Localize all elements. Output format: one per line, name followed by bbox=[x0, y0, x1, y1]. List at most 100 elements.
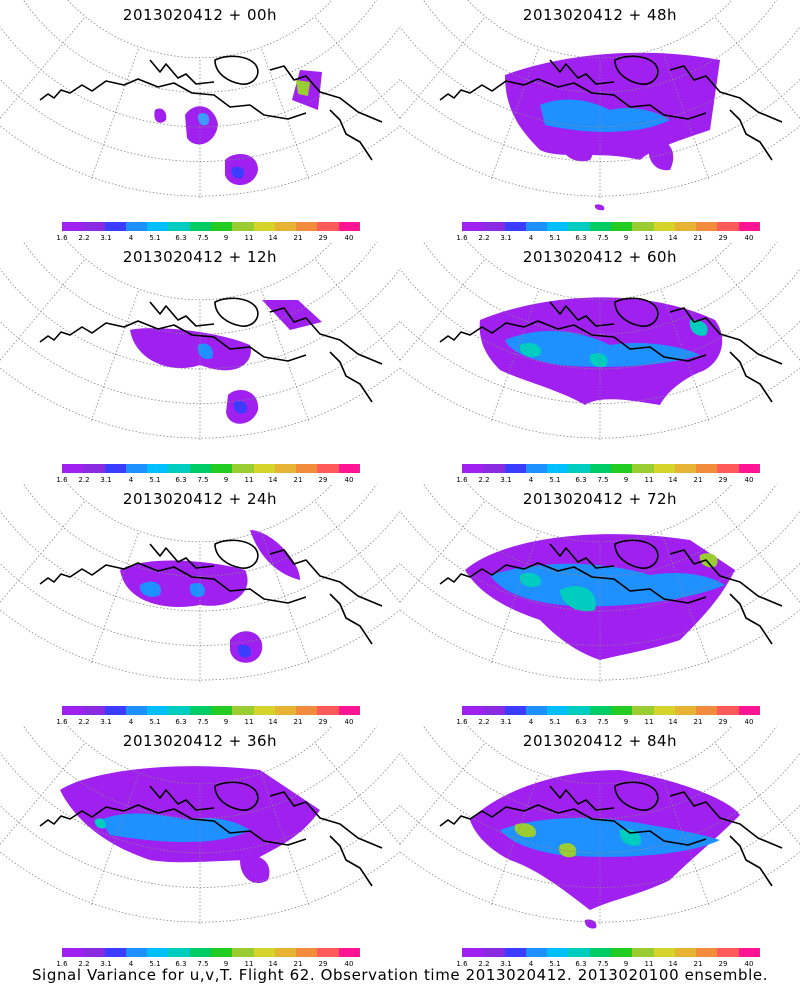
colorbar-tick-label: 9 bbox=[223, 960, 229, 968]
map-panel: 2013020412 + 60h 1.6 2.2 3.1 4 5.1 6.3 7.5 9 11 14… bbox=[400, 242, 800, 484]
meridian-line bbox=[756, 0, 800, 40]
colorbar-tick-label: 14 bbox=[668, 718, 678, 726]
coastline bbox=[614, 539, 659, 569]
coastline bbox=[329, 351, 373, 403]
map-panel: 2013020412 + 72h 1.6 2.2 3.1 4 5.1 6.3 7.5 9 11 14… bbox=[400, 484, 800, 726]
meridian-line bbox=[400, 726, 444, 766]
colorbar-swatch bbox=[296, 948, 318, 957]
colorbar-tick-label: 7.5 bbox=[197, 476, 209, 484]
coastline bbox=[269, 791, 383, 849]
colorbar-tick-label: 1.6 bbox=[56, 476, 68, 484]
colorbar-swatch bbox=[504, 464, 526, 473]
colorbar-swatch bbox=[189, 464, 211, 473]
latitude-circle bbox=[400, 26, 800, 128]
colorbar-tick-label: 5.1 bbox=[549, 960, 561, 968]
colorbar-tick-label: 40 bbox=[344, 476, 354, 484]
coastline bbox=[439, 320, 707, 362]
colorbar-tick-label: 40 bbox=[744, 960, 754, 968]
coastline bbox=[439, 78, 707, 120]
colorbar-tick-label: 6.3 bbox=[175, 476, 187, 484]
latitude-circle bbox=[422, 726, 778, 819]
colorbar-swatch bbox=[147, 464, 169, 473]
colorbar-swatch bbox=[462, 464, 484, 473]
colorbar-tick-label: 21 bbox=[293, 476, 303, 484]
meridian-line bbox=[400, 259, 485, 361]
colorbar-tick-label: 14 bbox=[268, 476, 278, 484]
colorbar-tick-label: 3.1 bbox=[500, 718, 512, 726]
colorbar-tick-label: 7.5 bbox=[197, 960, 209, 968]
colorbar-tick-label: 2.2 bbox=[78, 476, 90, 484]
colorbar-swatch bbox=[738, 464, 760, 473]
colorbar-tick-label: 11 bbox=[644, 476, 654, 484]
colorbar-swatch bbox=[296, 464, 318, 473]
meridian-line bbox=[315, 17, 400, 119]
meridian-line bbox=[756, 484, 800, 524]
colorbar-swatch bbox=[717, 464, 739, 473]
colorbar-swatch bbox=[232, 222, 254, 231]
figure-caption: Signal Variance for u,v,T. Flight 62. Ob… bbox=[31, 966, 769, 984]
colorbar-swatch bbox=[717, 222, 739, 231]
variance-field bbox=[60, 766, 320, 863]
coastline bbox=[614, 297, 659, 327]
colorbar-swatch bbox=[462, 706, 484, 715]
map-panel: 2013020412 + 00h 1.6 2.2 3.1 4 5.1 6.3 7.5 9 11 14… bbox=[0, 0, 400, 242]
variance-field bbox=[699, 553, 718, 568]
colorbar-tick-label: 40 bbox=[344, 234, 354, 242]
colorbar-tick-label: 3.1 bbox=[500, 234, 512, 242]
colorbar-labels: 1.6 2.2 3.1 4 5.1 6.3 7.5 9 11 14 21 29 40 bbox=[440, 476, 780, 486]
meridian-line bbox=[661, 291, 710, 423]
colorbar-swatch bbox=[62, 464, 84, 473]
colorbar-labels: 1.6 2.2 3.1 4 5.1 6.3 7.5 9 11 14 21 29 40 bbox=[40, 234, 380, 244]
latitude-circle bbox=[22, 484, 378, 577]
colorbar-swatch bbox=[104, 948, 126, 957]
colorbar-swatch bbox=[83, 464, 105, 473]
variance-field bbox=[296, 80, 310, 96]
coastline bbox=[39, 78, 307, 120]
latitude-circle bbox=[400, 804, 800, 888]
coastline bbox=[149, 59, 215, 85]
colorbar-tick-label: 40 bbox=[744, 476, 754, 484]
colorbar-swatch bbox=[674, 464, 697, 473]
coastline bbox=[669, 65, 783, 123]
coastline bbox=[669, 307, 783, 365]
meridian-line bbox=[661, 49, 710, 181]
latitude-circle bbox=[467, 726, 733, 785]
colorbar-tick-label: 2.2 bbox=[478, 234, 490, 242]
colorbar-swatch bbox=[253, 948, 275, 957]
colorbar-swatch bbox=[717, 948, 739, 957]
colorbar-swatch bbox=[168, 706, 190, 715]
colorbar-swatch bbox=[696, 706, 718, 715]
colorbar-tick-label: 7.5 bbox=[597, 718, 609, 726]
coastline bbox=[549, 543, 615, 569]
colorbar-swatch bbox=[525, 222, 548, 231]
colorbar-swatch bbox=[483, 222, 505, 231]
meridian-line bbox=[756, 242, 800, 282]
polar-map bbox=[0, 484, 400, 684]
coastline bbox=[329, 593, 373, 645]
coastline bbox=[329, 109, 373, 161]
colorbar-tick-label: 6.3 bbox=[575, 718, 587, 726]
colorbar-swatch bbox=[338, 948, 360, 957]
colorbar-tick-label: 21 bbox=[293, 960, 303, 968]
colorbar-tick-label: 11 bbox=[644, 718, 654, 726]
variance-field bbox=[519, 343, 541, 357]
latitude-circle bbox=[67, 0, 333, 59]
meridian-line bbox=[0, 743, 85, 845]
latitude-circle bbox=[422, 242, 778, 335]
colorbar-swatch bbox=[483, 464, 505, 473]
latitude-circle bbox=[400, 510, 800, 612]
colorbar-swatch bbox=[317, 706, 339, 715]
colorbar-swatch bbox=[83, 706, 105, 715]
colorbar-swatch bbox=[274, 464, 297, 473]
coastline bbox=[214, 297, 259, 327]
coastline bbox=[149, 301, 215, 327]
colorbar-swatch bbox=[210, 948, 233, 957]
variance-field bbox=[505, 52, 720, 160]
meridian-line bbox=[715, 501, 800, 603]
colorbar-swatch bbox=[125, 222, 148, 231]
colorbar-tick-label: 5.1 bbox=[149, 960, 161, 968]
colorbar-tick-label: 3.1 bbox=[100, 960, 112, 968]
colorbar-tick-label: 14 bbox=[668, 476, 678, 484]
colorbar-swatch bbox=[168, 464, 190, 473]
colorbar-tick-label: 11 bbox=[244, 234, 254, 242]
